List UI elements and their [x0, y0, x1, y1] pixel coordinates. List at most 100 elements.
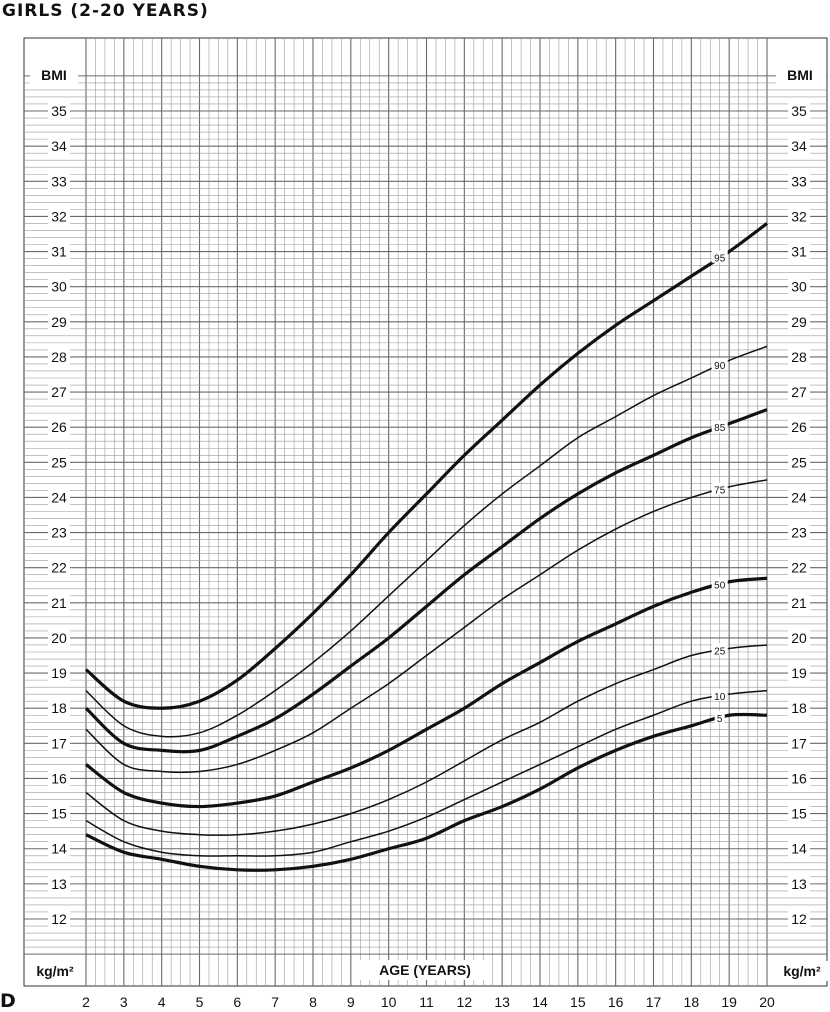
chart-title: GIRLS (2-20 YEARS)	[2, 1, 209, 21]
y-tick-bg	[48, 558, 70, 576]
percentile-curve-85	[84, 408, 768, 754]
x-tick-label: 2	[82, 994, 90, 1010]
percentile-label-50: 50	[714, 580, 726, 591]
y-tick-label: 33	[51, 173, 67, 189]
x-tick-labels: 2 3 4 5 6 7 8 9 10 11 12 13 14 15 16 17 18 19 20	[82, 994, 775, 1010]
chart-grid	[24, 38, 827, 986]
percentile-curve-75	[85, 479, 768, 774]
y-tick-label: 32	[791, 208, 807, 224]
y-tick-label: 32	[51, 208, 67, 224]
y-tick-label: 25	[51, 454, 67, 470]
y-tick-bg	[48, 102, 70, 120]
y-tick-label: 19	[51, 665, 67, 681]
y-tick-bg	[48, 523, 70, 541]
y-tick-bg	[788, 558, 810, 576]
percentile-label-bg	[711, 357, 728, 370]
y-tick-label: 33	[791, 173, 807, 189]
y-tick-bg	[48, 664, 70, 682]
y-tick-label: 17	[51, 735, 67, 751]
x-tick-label: 11	[419, 994, 434, 1010]
percentile-curve-5	[85, 712, 768, 872]
y-tick-label: 28	[51, 349, 67, 365]
percentile-label-bg	[711, 688, 728, 701]
y-tick-label: 34	[51, 138, 67, 154]
y-tick-bg	[48, 593, 70, 611]
y-tick-bg	[788, 172, 810, 190]
y-tick-bg	[788, 628, 810, 646]
y-tick-label: 24	[51, 489, 67, 505]
y-tick-label: 16	[51, 770, 67, 786]
y-tick-label: 12	[791, 911, 807, 927]
y-tick-bg	[48, 347, 70, 365]
y-tick-bg	[788, 874, 810, 892]
x-axis-title: AGE (YEARS)	[379, 962, 471, 978]
percentile-label-bg	[711, 420, 728, 433]
y-tick-label: 28	[791, 349, 807, 365]
y-tick-bg	[48, 207, 70, 225]
y-tick-bg	[48, 769, 70, 787]
percentile-label-85: 85	[714, 423, 726, 434]
x-tick-label: 10	[381, 994, 397, 1010]
y-tick-label: 21	[791, 595, 807, 611]
percentile-label-bg	[711, 482, 728, 495]
x-tick-label: 5	[196, 994, 204, 1010]
y-tick-bg	[48, 910, 70, 927]
y-tick-label: 12	[51, 911, 67, 927]
y-tick-label: 18	[791, 700, 807, 716]
right-axis: BMI kg/m² 12 13 14 15 16 17 18 19 20 21 22 23 24 25 26…	[776, 64, 828, 981]
percentile-label-95: 95	[714, 254, 726, 265]
y-tick-bg	[48, 804, 70, 822]
right-axis-unit: kg/m²	[783, 963, 821, 979]
x-tick-label: 8	[309, 994, 317, 1010]
chart-frame	[23, 37, 828, 987]
y-tick-bg	[48, 418, 70, 436]
x-tick-label: 17	[646, 994, 662, 1010]
y-tick-label: 15	[51, 806, 67, 822]
y-tick-label: 26	[791, 419, 807, 435]
y-tick-label: 14	[791, 841, 807, 857]
y-tick-label: 21	[51, 595, 67, 611]
y-tick-label: 29	[51, 314, 67, 330]
y-tick-bg	[48, 839, 70, 857]
percentile-curve-10	[85, 689, 768, 857]
y-tick-bg	[48, 312, 70, 330]
y-tick-bg	[788, 347, 810, 365]
left-axis-unit: kg/m²	[36, 963, 74, 979]
y-tick-bg	[788, 593, 810, 611]
y-tick-bg	[48, 172, 70, 190]
y-tick-bg	[788, 488, 810, 506]
y-tick-label: 31	[791, 244, 807, 260]
y-tick-bg	[788, 137, 810, 155]
y-tick-bg	[788, 664, 810, 682]
x-tick-label: 3	[120, 994, 128, 1010]
percentile-label-25: 25	[714, 646, 726, 657]
percentile-label-bg	[711, 250, 728, 263]
percentile-label-75: 75	[714, 486, 726, 497]
y-tick-bg	[48, 383, 70, 401]
y-tick-label: 29	[791, 314, 807, 330]
percentile-curve-95	[84, 222, 768, 710]
percentile-label-bg	[711, 577, 728, 590]
y-tick-bg	[48, 453, 70, 471]
y-tick-label: 35	[51, 103, 67, 119]
y-tick-label: 20	[51, 630, 67, 646]
y-tick-bg	[788, 312, 810, 330]
y-tick-bg	[788, 242, 810, 260]
y-tick-bg	[788, 734, 810, 752]
y-tick-label: 23	[51, 525, 67, 541]
y-tick-bg	[788, 769, 810, 787]
y-tick-label: 13	[51, 876, 67, 892]
x-tick-label: 9	[347, 994, 355, 1010]
percentile-label-10: 10	[714, 692, 726, 703]
y-tick-bg	[788, 699, 810, 717]
y-tick-label: 31	[51, 244, 67, 260]
percentile-curve-90	[85, 345, 768, 738]
x-tick-label: 13	[494, 994, 510, 1010]
y-tick-bg	[48, 137, 70, 155]
y-tick-bg	[788, 418, 810, 436]
y-tick-bg	[48, 277, 70, 295]
y-tick-label: 18	[51, 700, 67, 716]
y-tick-label: 14	[51, 841, 67, 857]
y-tick-label: 20	[791, 630, 807, 646]
